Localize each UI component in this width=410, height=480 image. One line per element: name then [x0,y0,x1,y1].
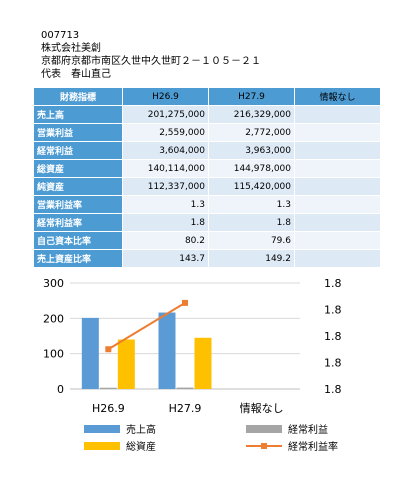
table-cell [294,177,381,196]
table-cell: 1.8 [208,213,295,232]
representative: 代表 春山直己 [41,68,261,81]
row-label: 経常利益率 [33,213,123,232]
legend-swatch [246,425,282,433]
table-cell: 3,604,000 [122,141,209,160]
table-header-row: 財務指標 H26.9 H27.9 情報なし [33,87,381,106]
representative-name: 春山直己 [71,69,111,80]
table-cell [294,159,381,178]
financial-chart: 0 100 200 300 1.8 1.8 1.8 1.8 1.8 H26.9 H27.9 情報なし売… [43,277,342,453]
legend-marker [261,443,267,449]
table-cell [294,249,381,268]
x-tick-label: H27.9 [169,402,202,415]
x-tick-label: 情報なし [240,402,284,415]
table-row: 営業利益 2,559,000 2,772,000 [33,123,381,142]
company-header: 007713 株式会社美創 京都府京都市南区久世中久世町２－１０５－２１ 代表 … [41,29,261,81]
legend-label: 経常利益率 [288,440,338,453]
table-cell: 1.3 [122,195,209,214]
table-row: 経常利益 3,604,000 3,963,000 [33,141,381,160]
row-label: 総資産 [33,159,123,178]
table-cell [294,231,381,250]
table-cell: 3,963,000 [208,141,295,160]
row-label: 純資産 [33,177,123,196]
table-row: 売上高 201,275,000 216,329,000 [33,105,381,124]
table-row: 純資産 112,337,000 115,420,000 [33,177,381,196]
table-cell [294,195,381,214]
financial-table: 財務指標 H26.9 H27.9 情報なし 売上高 201,275,000 21… [33,87,381,268]
table-cell: 143.7 [122,249,209,268]
table-row: 売上資産比率 143.7 149.2 [33,249,381,268]
legend-swatch [84,425,120,433]
table-cell: 115,420,000 [208,177,295,196]
bar-総資産 [117,339,135,389]
table-cell: 201,275,000 [122,105,209,124]
bar-売上高 [158,312,176,389]
marker-経常利益率 [182,299,188,306]
table-cell [294,213,381,232]
legend-label: 経常利益 [288,423,328,436]
right-axis-tick-label: 1.8 [324,330,342,343]
table-header-label: 財務指標 [33,87,123,106]
row-label: 営業利益率 [33,195,123,214]
table-header-period: H27.9 [208,87,295,106]
line-経常利益率 [107,302,186,351]
table-cell: 2,772,000 [208,123,295,142]
x-tick-label: H26.9 [92,402,125,415]
table-row: 自己資本比率 80.2 79.6 [33,231,381,250]
table-cell: 80.2 [122,231,209,250]
left-axis-tick-label: 100 [43,348,64,361]
table-cell [294,141,381,160]
legend-swatch [84,442,120,450]
table-row: 総資産 140,114,000 144,978,000 [33,159,381,178]
legend-label: 売上高 [126,423,156,436]
table-cell [294,105,381,124]
bar-経常利益 [176,387,194,389]
table-cell: 216,329,000 [208,105,295,124]
table-cell: 144,978,000 [208,159,295,178]
table-cell: 1.8 [122,213,209,232]
row-label: 売上資産比率 [33,249,123,268]
legend-label: 総資産 [126,440,156,453]
table-header-period: 情報なし [294,87,381,106]
table-cell: 2,559,000 [122,123,209,142]
company-address: 京都府京都市南区久世中久世町２－１０５－２１ [41,56,261,67]
right-axis-tick-label: 1.8 [324,357,342,370]
marker-経常利益率 [105,346,112,353]
bar-総資産 [194,337,212,389]
right-axis-tick-label: 1.8 [324,304,342,317]
table-cell: 149.2 [208,249,295,268]
table-header-period: H26.9 [122,87,209,106]
row-label: 自己資本比率 [33,231,123,250]
bar-経常利益 [99,387,117,389]
right-axis-tick-label: 1.8 [324,277,342,290]
table-cell: 79.6 [208,231,295,250]
table-cell: 1.3 [208,195,295,214]
left-axis-tick-label: 300 [43,277,64,290]
table-cell: 112,337,000 [122,177,209,196]
row-label: 営業利益 [33,123,123,142]
table-row: 経常利益率 1.8 1.8 [33,213,381,232]
bar-売上高 [81,317,99,389]
right-axis-tick-label: 1.8 [324,383,342,396]
representative-label: 代表 [41,69,61,80]
company-code: 007713 [41,30,80,41]
table-cell: 140,114,000 [122,159,209,178]
row-label: 売上高 [33,105,123,124]
row-label: 経常利益 [33,141,123,160]
left-axis-tick-label: 0 [57,383,64,396]
left-axis-tick-label: 200 [43,312,64,325]
company-name: 株式会社美創 [41,43,101,54]
table-cell [294,123,381,142]
table-row: 営業利益率 1.3 1.3 [33,195,381,214]
